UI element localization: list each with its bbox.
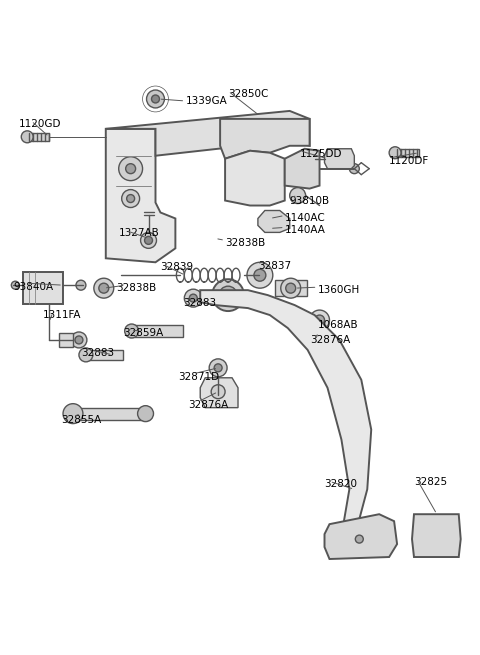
- Polygon shape: [225, 151, 285, 206]
- Circle shape: [310, 310, 329, 330]
- Circle shape: [12, 281, 19, 289]
- Circle shape: [63, 403, 83, 424]
- Bar: [23, 272, 63, 304]
- Text: 32838B: 32838B: [225, 238, 265, 248]
- Circle shape: [314, 315, 324, 325]
- Circle shape: [355, 535, 363, 543]
- Text: 1125DD: 1125DD: [300, 149, 342, 159]
- Circle shape: [254, 269, 266, 281]
- Circle shape: [389, 147, 401, 159]
- Text: 32855A: 32855A: [61, 415, 101, 424]
- Circle shape: [313, 331, 322, 339]
- Text: 1311FA: 1311FA: [43, 310, 82, 320]
- Text: 32825: 32825: [414, 477, 447, 487]
- Polygon shape: [106, 129, 175, 262]
- Polygon shape: [324, 514, 397, 559]
- Bar: [69, 407, 148, 420]
- Bar: [129, 325, 183, 337]
- Text: 32876A: 32876A: [188, 400, 228, 409]
- Circle shape: [152, 95, 159, 103]
- Text: 32850C: 32850C: [228, 89, 268, 99]
- Circle shape: [247, 262, 273, 288]
- Circle shape: [76, 280, 86, 290]
- Circle shape: [209, 359, 227, 377]
- Circle shape: [214, 364, 222, 372]
- Circle shape: [127, 195, 134, 202]
- Text: 1327AB: 1327AB: [119, 229, 159, 238]
- Text: 32883: 32883: [81, 348, 114, 358]
- Circle shape: [21, 131, 33, 143]
- Polygon shape: [412, 514, 461, 557]
- Circle shape: [281, 278, 300, 298]
- Circle shape: [71, 332, 87, 348]
- Text: 32871D: 32871D: [179, 372, 219, 382]
- Circle shape: [126, 164, 136, 174]
- Circle shape: [94, 278, 114, 298]
- Polygon shape: [258, 210, 290, 233]
- Text: 32859A: 32859A: [123, 328, 163, 338]
- Polygon shape: [200, 290, 371, 539]
- Circle shape: [138, 405, 154, 422]
- Text: 1068AB: 1068AB: [318, 320, 358, 330]
- Circle shape: [290, 187, 306, 204]
- Text: 1140AA: 1140AA: [285, 225, 325, 235]
- Text: 93840A: 93840A: [13, 282, 53, 292]
- Circle shape: [184, 289, 202, 307]
- Circle shape: [144, 236, 153, 244]
- Text: 1360GH: 1360GH: [318, 285, 360, 295]
- Text: 32837: 32837: [258, 261, 291, 271]
- Circle shape: [286, 283, 296, 293]
- Polygon shape: [200, 378, 238, 407]
- Polygon shape: [324, 149, 354, 169]
- Circle shape: [99, 283, 109, 293]
- Circle shape: [75, 336, 83, 344]
- Polygon shape: [106, 111, 310, 156]
- Circle shape: [141, 233, 156, 248]
- Circle shape: [310, 327, 325, 343]
- Polygon shape: [285, 149, 320, 189]
- Circle shape: [125, 324, 139, 338]
- Bar: [275, 280, 307, 296]
- Bar: [397, 149, 419, 157]
- Circle shape: [119, 157, 143, 181]
- Text: 93810B: 93810B: [290, 196, 330, 206]
- Circle shape: [79, 348, 93, 362]
- Text: 1140AC: 1140AC: [285, 214, 325, 223]
- Polygon shape: [220, 119, 310, 159]
- Bar: [59, 333, 73, 347]
- Text: 32876A: 32876A: [311, 335, 351, 345]
- Circle shape: [189, 294, 197, 302]
- Circle shape: [211, 384, 225, 399]
- Circle shape: [349, 164, 360, 174]
- Circle shape: [219, 286, 237, 304]
- Circle shape: [212, 279, 244, 311]
- Circle shape: [122, 189, 140, 208]
- Bar: [29, 133, 49, 141]
- Text: 32883: 32883: [183, 298, 216, 308]
- Circle shape: [146, 90, 165, 108]
- Text: 32820: 32820: [324, 479, 358, 489]
- Circle shape: [224, 291, 232, 299]
- Text: 32839: 32839: [160, 262, 193, 272]
- Text: 1339GA: 1339GA: [185, 96, 227, 106]
- Text: 1120DF: 1120DF: [389, 156, 430, 166]
- Text: 1120GD: 1120GD: [19, 119, 62, 129]
- Bar: [83, 350, 123, 360]
- Text: 32838B: 32838B: [116, 283, 156, 293]
